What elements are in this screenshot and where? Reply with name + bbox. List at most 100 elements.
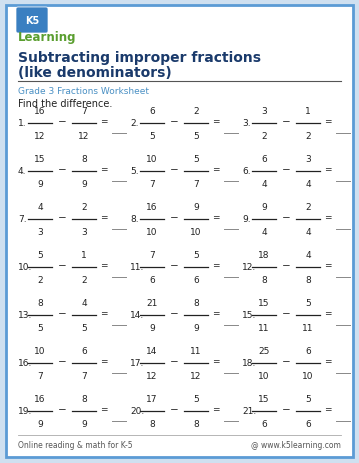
Text: =: = (212, 357, 220, 366)
Text: K5: K5 (25, 16, 39, 26)
Text: 6: 6 (261, 419, 267, 428)
Text: =: = (212, 405, 220, 413)
Text: =: = (324, 117, 332, 126)
Text: −: − (169, 213, 178, 223)
Text: 15: 15 (258, 298, 270, 307)
Text: =: = (212, 213, 220, 222)
Text: 17.: 17. (130, 359, 144, 368)
Text: 9: 9 (149, 323, 155, 332)
Text: 17: 17 (146, 394, 158, 403)
Text: 9: 9 (37, 180, 43, 188)
Text: 14: 14 (146, 346, 158, 355)
Text: 5: 5 (149, 131, 155, 141)
Text: 8: 8 (81, 155, 87, 163)
Text: 11.: 11. (130, 263, 144, 272)
Text: 18.: 18. (242, 359, 256, 368)
Text: −: − (169, 117, 178, 127)
Text: Grade 3 Fractions Worksheet: Grade 3 Fractions Worksheet (18, 88, 149, 96)
Text: 11: 11 (190, 346, 202, 355)
Text: 3: 3 (305, 155, 311, 163)
Text: 6.: 6. (242, 167, 251, 176)
Text: 6: 6 (149, 275, 155, 284)
Text: 21: 21 (146, 298, 158, 307)
Text: 6: 6 (193, 275, 199, 284)
Text: −: − (58, 356, 66, 366)
Text: 11: 11 (302, 323, 314, 332)
Text: 7: 7 (81, 371, 87, 380)
Text: =: = (100, 357, 108, 366)
Text: 8: 8 (261, 275, 267, 284)
Text: 16: 16 (146, 202, 158, 212)
Text: =: = (324, 261, 332, 270)
Text: 15: 15 (34, 155, 46, 163)
Text: 8.: 8. (130, 215, 139, 224)
Text: 4: 4 (261, 227, 267, 237)
Text: 1: 1 (81, 250, 87, 259)
Text: 9: 9 (193, 202, 199, 212)
Text: 3: 3 (37, 227, 43, 237)
Text: 4.: 4. (18, 167, 27, 176)
Text: 2: 2 (261, 131, 267, 141)
Text: 8: 8 (81, 394, 87, 403)
Text: 5: 5 (193, 155, 199, 163)
Text: 5: 5 (37, 250, 43, 259)
Text: 5.: 5. (130, 167, 139, 176)
Text: 7: 7 (149, 180, 155, 188)
Text: 10: 10 (258, 371, 270, 380)
Text: 6: 6 (81, 346, 87, 355)
Text: 8: 8 (305, 275, 311, 284)
Text: −: − (281, 165, 290, 175)
Text: 25: 25 (258, 346, 270, 355)
Text: 10: 10 (302, 371, 314, 380)
Text: 7: 7 (81, 107, 87, 116)
Text: 6: 6 (305, 346, 311, 355)
Text: 3: 3 (81, 227, 87, 237)
Text: −: − (281, 213, 290, 223)
Text: 4: 4 (305, 227, 311, 237)
Text: =: = (324, 405, 332, 413)
Text: 10: 10 (190, 227, 202, 237)
Text: −: − (169, 165, 178, 175)
Text: Find the difference.: Find the difference. (18, 99, 112, 109)
Text: 16: 16 (34, 394, 46, 403)
Text: 6: 6 (261, 155, 267, 163)
Text: 9: 9 (37, 419, 43, 428)
Text: 7: 7 (149, 250, 155, 259)
Text: 5: 5 (37, 323, 43, 332)
Text: 2: 2 (81, 275, 87, 284)
Text: −: − (58, 308, 66, 319)
Text: 4: 4 (37, 202, 43, 212)
Text: 5: 5 (193, 250, 199, 259)
Text: 13.: 13. (18, 311, 32, 320)
Text: 5: 5 (81, 323, 87, 332)
Text: 9: 9 (81, 419, 87, 428)
Text: 20.: 20. (130, 407, 144, 416)
Text: 8: 8 (193, 419, 199, 428)
Text: 7: 7 (37, 371, 43, 380)
Text: =: = (100, 405, 108, 413)
Text: 8: 8 (37, 298, 43, 307)
Text: 7: 7 (193, 180, 199, 188)
Text: 5: 5 (305, 394, 311, 403)
Text: 7.: 7. (18, 215, 27, 224)
Text: 2.: 2. (130, 119, 139, 128)
Text: −: − (281, 404, 290, 414)
Text: −: − (169, 260, 178, 270)
Text: 12: 12 (34, 131, 46, 141)
FancyBboxPatch shape (6, 6, 353, 457)
Text: =: = (212, 117, 220, 126)
Text: −: − (58, 165, 66, 175)
Text: 5: 5 (305, 298, 311, 307)
Text: (like denominators): (like denominators) (18, 66, 172, 80)
Text: 10.: 10. (18, 263, 32, 272)
Text: =: = (100, 309, 108, 318)
Text: 3.: 3. (242, 119, 251, 128)
Text: =: = (100, 117, 108, 126)
Text: −: − (281, 356, 290, 366)
Text: 9: 9 (193, 323, 199, 332)
Text: Subtracting improper fractions: Subtracting improper fractions (18, 51, 261, 65)
Text: @ www.k5learning.com: @ www.k5learning.com (251, 441, 341, 450)
Text: 12.: 12. (242, 263, 256, 272)
Text: 14.: 14. (130, 311, 144, 320)
Text: −: − (169, 308, 178, 319)
